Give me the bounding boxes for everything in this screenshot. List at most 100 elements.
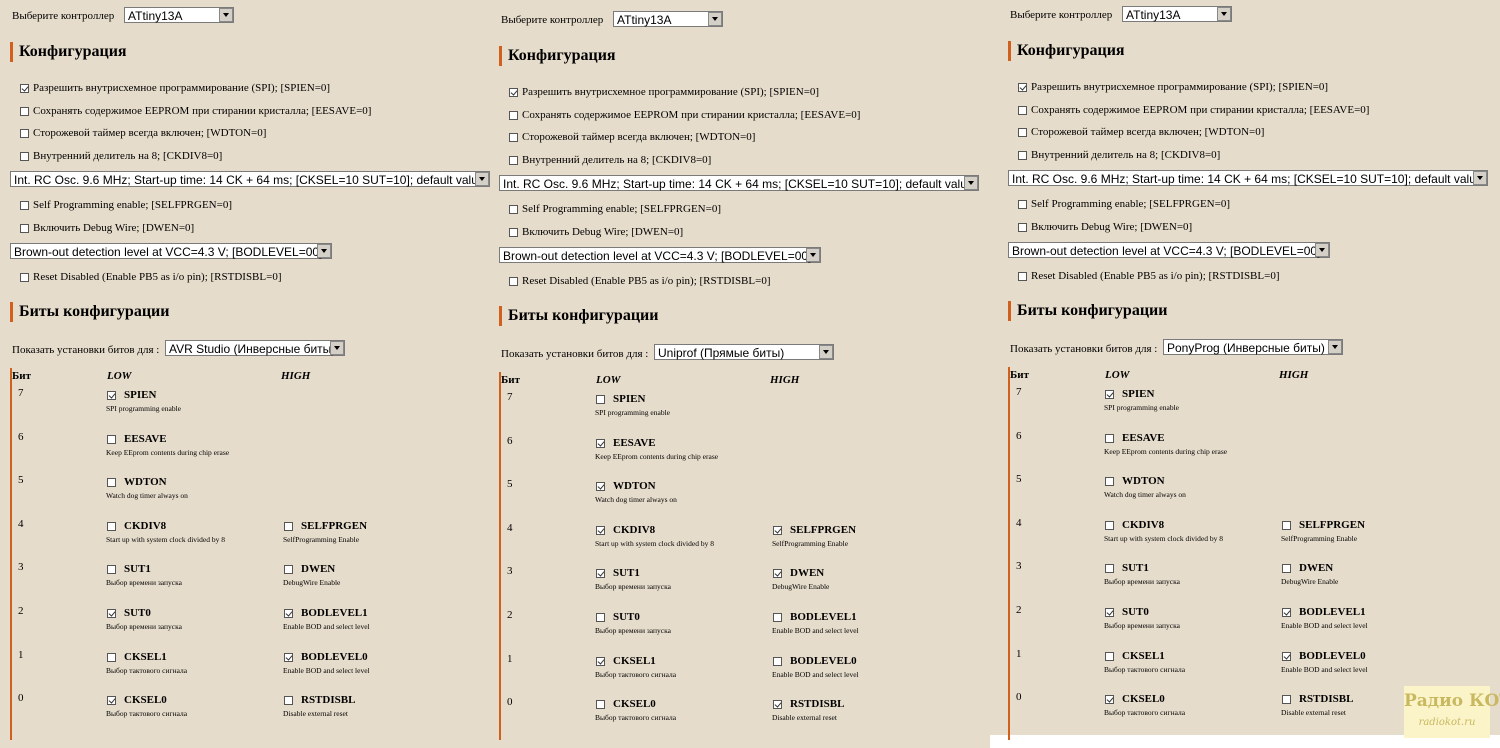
checkbox[interactable]: [107, 478, 116, 488]
checkbox[interactable]: [596, 569, 605, 579]
checkbox[interactable]: [284, 521, 293, 531]
bit-desc: Keep EEprom contents during chip erase: [595, 451, 719, 461]
bit-name: SUT0: [124, 607, 151, 619]
checkbox[interactable]: [1018, 272, 1027, 281]
dropdown-arrow[interactable]: [708, 12, 722, 26]
programmer-select[interactable]: PonyProg (Инверсные биты): [1163, 339, 1343, 355]
table-border: [499, 372, 501, 740]
checkbox[interactable]: [107, 609, 116, 618]
checkbox[interactable]: [284, 652, 293, 662]
checkbox[interactable]: [1018, 128, 1027, 137]
checkbox[interactable]: [773, 700, 782, 710]
checkbox[interactable]: [596, 656, 605, 666]
checkbox[interactable]: [509, 205, 518, 214]
checkbox[interactable]: [773, 525, 782, 535]
controller-select[interactable]: ATtiny13A: [613, 11, 723, 27]
dropdown-arrow[interactable]: [1315, 243, 1329, 257]
option-label: Разрешить внутрисхемное программирование…: [33, 82, 331, 94]
checkbox[interactable]: [773, 613, 782, 622]
checkbox[interactable]: [1105, 564, 1114, 574]
checkbox[interactable]: [20, 224, 29, 233]
bit-desc: SelfProgramming Enable: [772, 538, 849, 548]
checkbox[interactable]: [596, 438, 605, 448]
bit-name: EESAVE: [613, 436, 656, 449]
checkbox[interactable]: [1105, 433, 1114, 443]
checkbox[interactable]: [1018, 200, 1027, 209]
checkbox[interactable]: [596, 700, 605, 710]
checkbox[interactable]: [1018, 223, 1027, 232]
dropdown-arrow[interactable]: [819, 345, 833, 359]
checkbox[interactable]: [1105, 608, 1114, 617]
dropdown-arrow[interactable]: [964, 176, 978, 190]
bit-desc: Keep EEprom contents during chip erase: [106, 447, 230, 457]
checkbox[interactable]: [1282, 520, 1291, 530]
dropdown-arrow[interactable]: [1473, 171, 1487, 185]
dropdown-arrow[interactable]: [806, 248, 820, 262]
dropdown-arrow[interactable]: [1328, 340, 1342, 354]
bit-number: 5: [18, 474, 24, 487]
checkbox[interactable]: [107, 391, 116, 400]
checkbox[interactable]: [509, 228, 518, 237]
bit-desc: Выбор тактового сигнала: [595, 669, 677, 679]
checkbox[interactable]: [20, 107, 29, 116]
checkbox[interactable]: [107, 696, 116, 706]
checkbox[interactable]: [773, 656, 782, 666]
checkbox[interactable]: [1282, 608, 1291, 617]
checkbox[interactable]: [1105, 477, 1114, 487]
checkbox[interactable]: [773, 569, 782, 579]
dropdown-arrow[interactable]: [1217, 7, 1231, 21]
checkbox[interactable]: [1105, 520, 1114, 530]
checkbox[interactable]: [596, 395, 605, 404]
checkbox[interactable]: [1018, 83, 1027, 92]
programmer-select[interactable]: AVR Studio (Инверсные биты): [165, 340, 345, 356]
config-select[interactable]: Brown-out detection level at VCC=4.3 V; …: [499, 247, 821, 263]
controller-select[interactable]: ATtiny13A: [1122, 6, 1232, 22]
checkbox[interactable]: [1282, 564, 1291, 574]
checkbox[interactable]: [284, 609, 293, 618]
config-select[interactable]: Brown-out detection level at VCC=4.3 V; …: [10, 243, 332, 259]
checkbox[interactable]: [596, 482, 605, 492]
checkbox[interactable]: [509, 88, 518, 97]
checkbox[interactable]: [20, 152, 29, 161]
checkbox[interactable]: [107, 521, 116, 531]
checkbox[interactable]: [20, 84, 29, 93]
checkbox[interactable]: [1105, 695, 1114, 705]
bit-desc: Выбор тактового сигнала: [1104, 708, 1186, 718]
option-label: Self Programming enable; [SELFPRGEN=0]: [522, 203, 721, 215]
dropdown-arrow[interactable]: [475, 172, 489, 186]
checkbox[interactable]: [20, 201, 29, 210]
controller-select[interactable]: ATtiny13A: [124, 7, 234, 23]
checkbox[interactable]: [509, 277, 518, 286]
bit-name: SELFPRGEN: [790, 523, 857, 536]
checkbox[interactable]: [509, 133, 518, 142]
checkbox[interactable]: [509, 111, 518, 120]
config-select[interactable]: Int. RC Osc. 9.6 MHz; Start-up time: 14 …: [1008, 170, 1488, 186]
config-select[interactable]: Int. RC Osc. 9.6 MHz; Start-up time: 14 …: [499, 175, 979, 191]
checkbox[interactable]: [20, 273, 29, 282]
checkbox[interactable]: [1105, 651, 1114, 661]
config-select[interactable]: Brown-out detection level at VCC=4.3 V; …: [1008, 242, 1330, 258]
checkbox[interactable]: [284, 696, 293, 706]
checkbox[interactable]: [509, 156, 518, 165]
checkbox[interactable]: [1105, 390, 1114, 399]
checkbox[interactable]: [20, 129, 29, 138]
checkbox[interactable]: [1282, 651, 1291, 661]
dropdown-arrow[interactable]: [219, 8, 233, 22]
checkbox[interactable]: [596, 613, 605, 622]
checkbox[interactable]: [1282, 695, 1291, 705]
dropdown-arrow[interactable]: [330, 341, 344, 355]
bit-name: CKSEL1: [124, 650, 167, 663]
bit-name: BODLEVEL0: [301, 650, 368, 663]
option-label: Reset Disabled (Enable PB5 as i/o pin); …: [33, 271, 282, 283]
checkbox[interactable]: [1018, 151, 1027, 160]
checkbox[interactable]: [107, 652, 116, 662]
bit-number: 6: [507, 434, 513, 447]
config-select[interactable]: Int. RC Osc. 9.6 MHz; Start-up time: 14 …: [10, 171, 490, 187]
checkbox[interactable]: [284, 565, 293, 575]
checkbox[interactable]: [1018, 106, 1027, 115]
checkbox[interactable]: [107, 565, 116, 575]
programmer-select[interactable]: Uniprof (Прямые биты): [654, 344, 834, 360]
checkbox[interactable]: [596, 525, 605, 535]
checkbox[interactable]: [107, 434, 116, 444]
dropdown-arrow[interactable]: [317, 244, 331, 258]
